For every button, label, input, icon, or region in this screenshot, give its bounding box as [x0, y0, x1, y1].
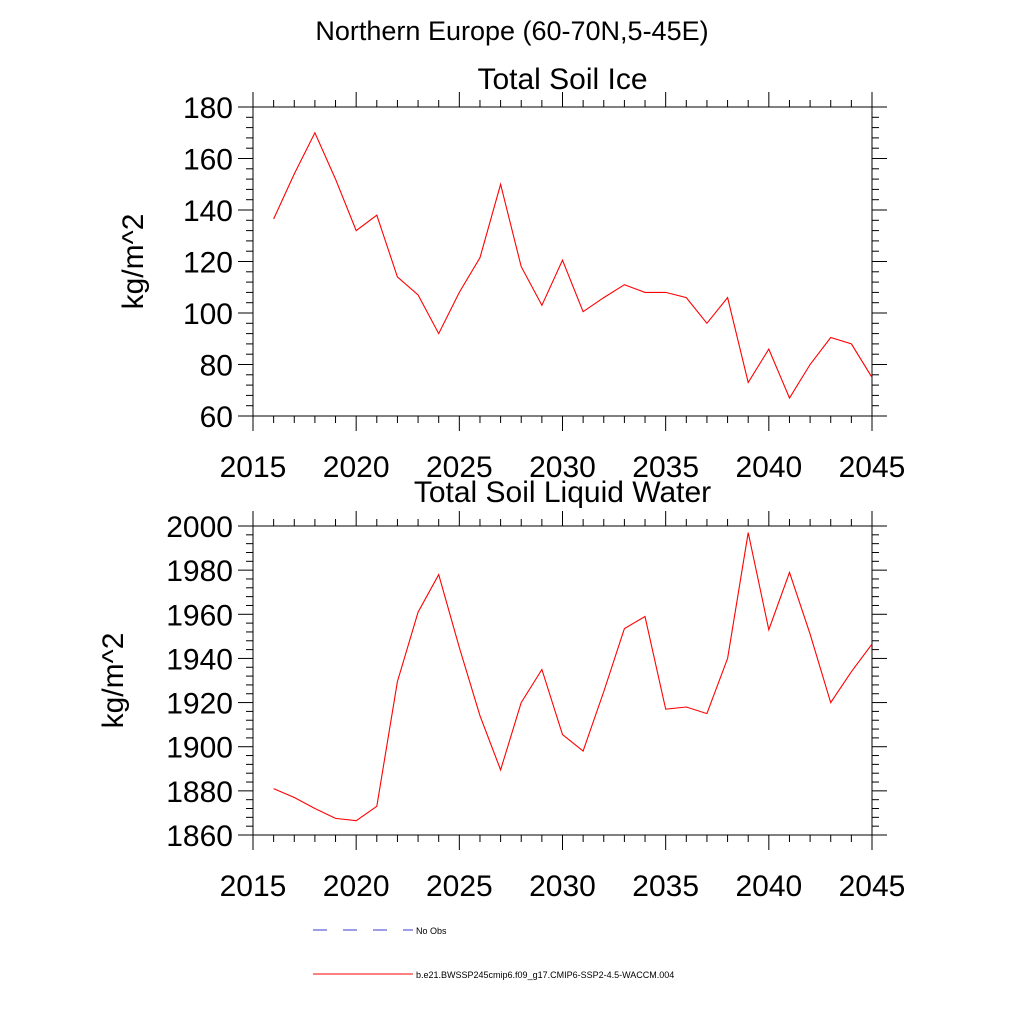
y-axis-label: kg/m^2: [97, 633, 130, 729]
panel-total-soil-liquid-water: Total Soil Liquid Water kg/m^2 1860 1880 190…: [97, 476, 905, 903]
figure-suptitle: Northern Europe (60-70N,5-45E): [315, 16, 709, 46]
legend-label-model: b.e21.BWSSP245cmip6.f09_g17.CMIP6-SSP2-4…: [416, 970, 674, 980]
legend-label-no-obs: No Obs: [416, 926, 447, 936]
x-tick-label: 2040: [735, 870, 802, 903]
x-tick-label: 2045: [839, 451, 906, 484]
legend: No Obs b.e21.BWSSP245cmip6.f09_g17.CMIP6…: [313, 926, 674, 980]
plot-frame: [252, 525, 873, 836]
x-tick-label: 2035: [632, 451, 699, 484]
y-tick-label: 1880: [166, 776, 233, 809]
x-tick-label: 2045: [839, 870, 906, 903]
y-tick-label: 180: [183, 92, 233, 125]
x-tick-label: 2035: [632, 870, 699, 903]
y-tick-label: 1960: [166, 599, 233, 632]
y-axis-label: kg/m^2: [117, 214, 150, 310]
y-tick-label: 1920: [166, 688, 233, 721]
x-tick-label: 2015: [220, 451, 287, 484]
x-tick-label: 2020: [323, 451, 390, 484]
series-line: [273, 532, 873, 822]
x-tick-label: 2020: [323, 870, 390, 903]
y-tick-label: 1980: [166, 555, 233, 588]
y-tick-label: 60: [200, 401, 233, 434]
chart-title: Total Soil Ice: [477, 63, 647, 96]
x-tick-label: 2025: [426, 451, 493, 484]
y-tick-label: 1860: [166, 820, 233, 853]
y-tick-label: 80: [200, 350, 233, 383]
x-tick-label: 2030: [529, 451, 596, 484]
x-tick-label: 2025: [426, 870, 493, 903]
y-tick-label: 100: [183, 298, 233, 331]
y-tick-label: 2000: [166, 511, 233, 544]
y-tick-label: 120: [183, 247, 233, 280]
y-tick-label: 1940: [166, 643, 233, 676]
chart-title: Total Soil Liquid Water: [414, 476, 711, 509]
x-tick-label: 2015: [220, 870, 287, 903]
series-line: [273, 131, 873, 400]
panel-total-soil-ice: Total Soil Ice kg/m^2 60 80 100 120 140 160 180 2…: [117, 63, 905, 484]
y-tick-label: 140: [183, 195, 233, 228]
x-tick-label: 2040: [735, 451, 802, 484]
y-tick-label: 1900: [166, 732, 233, 765]
y-tick-label: 160: [183, 144, 233, 177]
x-tick-label: 2030: [529, 870, 596, 903]
